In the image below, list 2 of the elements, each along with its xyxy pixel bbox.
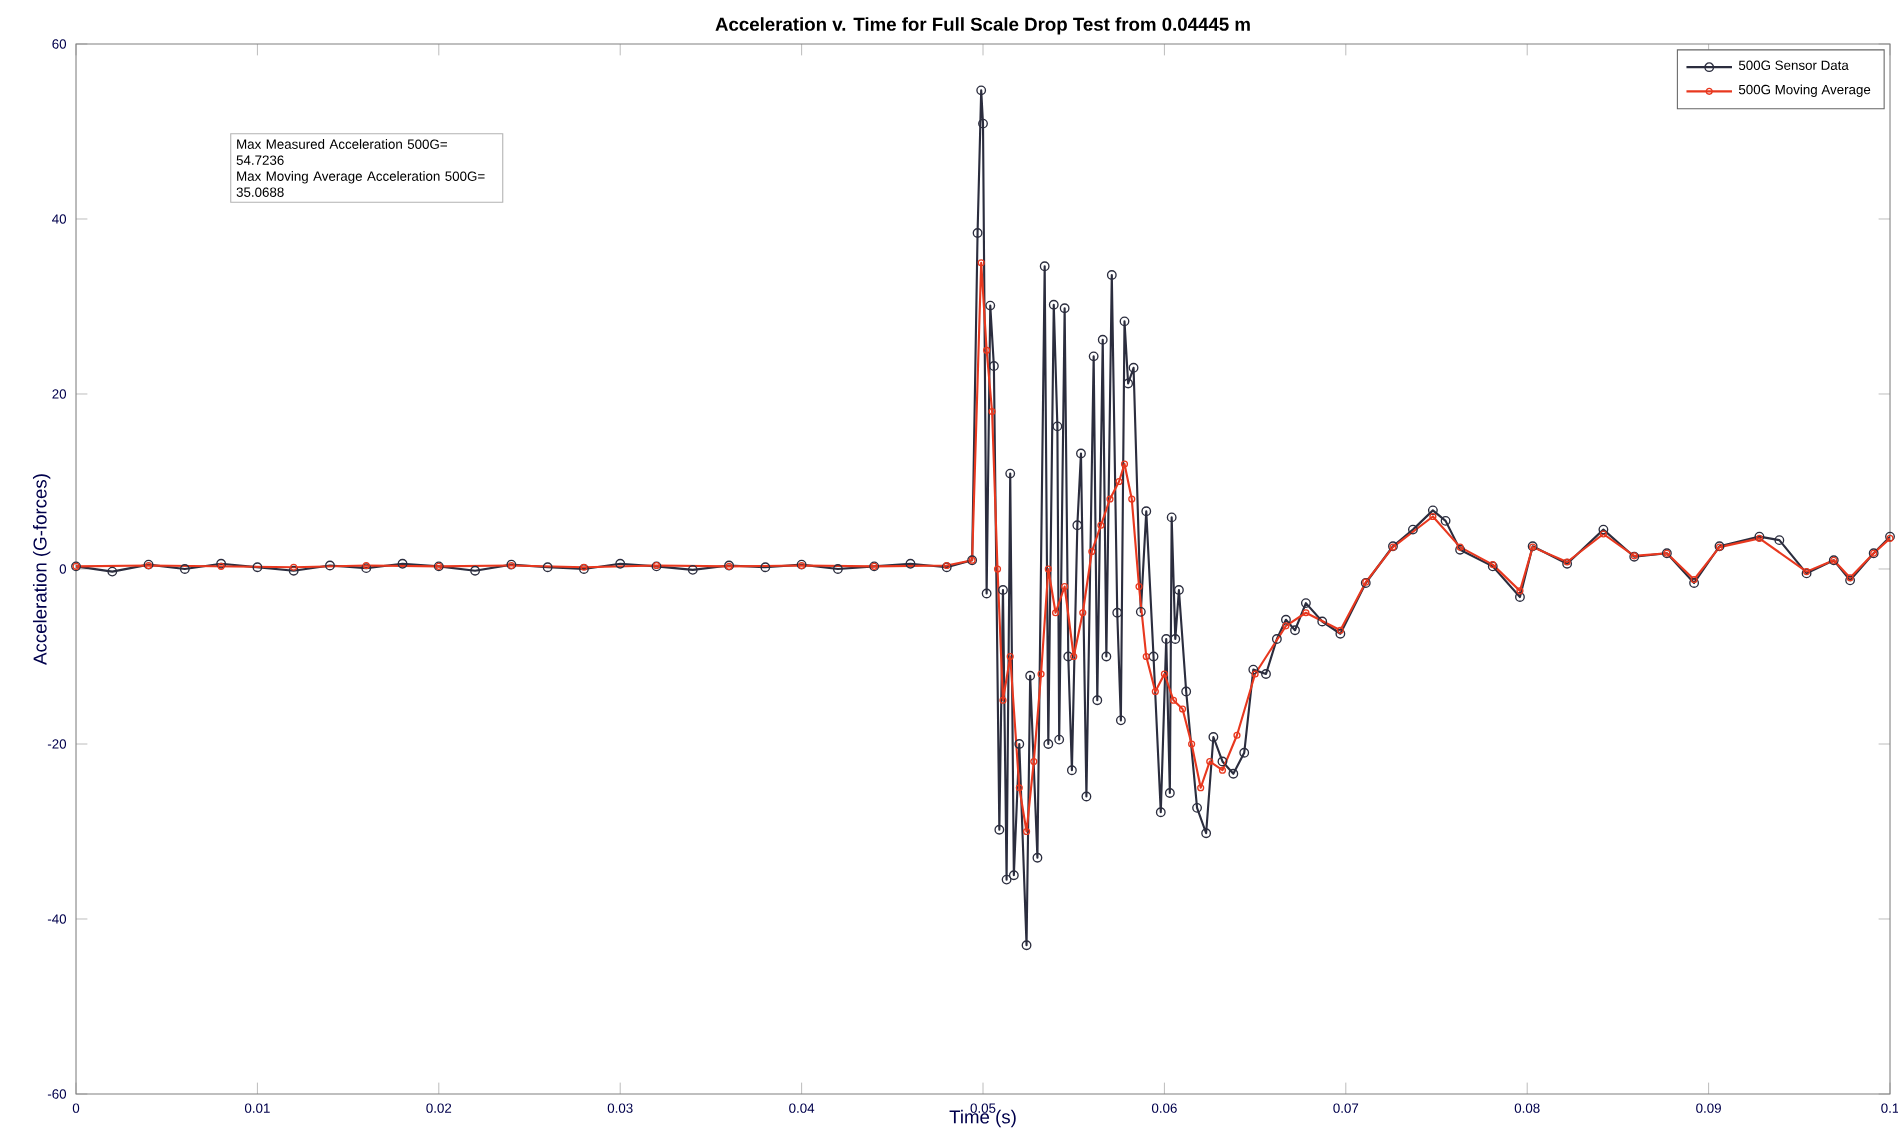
chart-title: Acceleration v. Time for Full Scale Drop Test from 0.04445 m [715, 17, 1250, 35]
y-axis-title: Acceleration (G-forces) [32, 474, 51, 665]
